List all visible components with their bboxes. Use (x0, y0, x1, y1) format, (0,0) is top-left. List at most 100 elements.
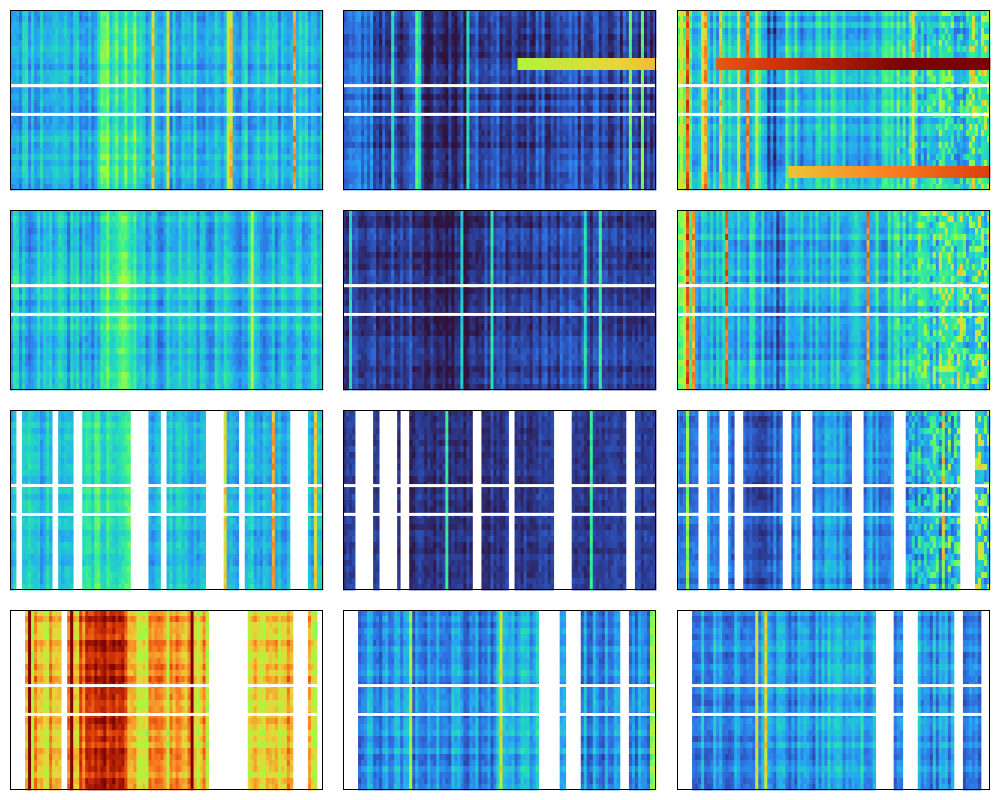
heatmap-cell (34, 70, 37, 76)
heatmap-cell (109, 22, 112, 28)
heatmap-cell (112, 70, 115, 76)
heatmap-cell (43, 88, 46, 94)
heatmap-cell (46, 40, 49, 46)
heatmap-cell (82, 106, 85, 112)
heatmap-cell (91, 52, 94, 58)
heatmap-cell (142, 58, 145, 64)
heatmap-cell (52, 52, 55, 58)
heatmap-cell (67, 118, 70, 124)
heatmap-cell (46, 70, 49, 76)
heatmap-cell (43, 64, 46, 70)
heatmap-cell (112, 34, 115, 40)
heatmap-cell (25, 118, 28, 124)
heatmap-cell (136, 142, 139, 148)
heatmap-cell (31, 46, 34, 52)
heatmap-cell (46, 148, 49, 154)
heatmap-cell (37, 22, 40, 28)
heatmap-cell (112, 58, 115, 64)
heatmap-cell (118, 118, 121, 124)
heatmap-cell (67, 70, 70, 76)
heatmap-cell (31, 28, 34, 34)
heatmap-cell (130, 136, 133, 142)
heatmap-cell (43, 34, 46, 40)
heatmap-cell (49, 166, 52, 172)
heatmap-cell (40, 58, 43, 64)
heatmap-cell (136, 130, 139, 136)
heatmap-cell (31, 52, 34, 58)
heatmap-cell (145, 46, 148, 52)
heatmap-cell (100, 64, 103, 70)
heatmap-cell (124, 136, 127, 142)
heatmap-cell (43, 22, 46, 28)
heatmap-cell (112, 52, 115, 58)
heatmap-cell (55, 136, 58, 142)
heatmap-cell (31, 94, 34, 100)
heatmap-cell (142, 178, 145, 184)
heatmap-cell (106, 136, 109, 142)
heatmap-cell (88, 130, 91, 136)
heatmap-cell (25, 106, 28, 112)
heatmap-cell (16, 46, 19, 52)
heatmap-cell (127, 76, 130, 82)
heatmap-cell (55, 130, 58, 136)
heatmap-cell (82, 100, 85, 106)
heatmap-cell (40, 166, 43, 172)
heatmap-cell (46, 178, 49, 184)
heatmap-cell (43, 124, 46, 130)
heatmap-cell (28, 16, 31, 22)
heatmap-cell (118, 46, 121, 52)
heatmap-cell (88, 22, 91, 28)
heatmap-cell (61, 130, 64, 136)
heatmap-cell (67, 100, 70, 106)
heatmap-cell (43, 46, 46, 52)
heatmap-cell (88, 76, 91, 82)
heatmap-cell (115, 160, 118, 166)
heatmap-cell (64, 22, 67, 28)
heatmap-cell (22, 178, 25, 184)
heatmap-cell (19, 46, 22, 52)
heatmap-cell (52, 94, 55, 100)
heatmap-cell (91, 106, 94, 112)
heatmap-cell (109, 148, 112, 154)
heatmap-cell (25, 160, 28, 166)
heatmap-cell (28, 178, 31, 184)
heatmap-cell (64, 100, 67, 106)
heatmap-cell (67, 106, 70, 112)
heatmap-cell (97, 58, 100, 64)
heatmap-cell (25, 70, 28, 76)
heatmap-cell (46, 34, 49, 40)
heatmap-cell (91, 94, 94, 100)
heatmap-cell (34, 166, 37, 172)
heatmap-cell (13, 94, 16, 100)
heatmap-cell (112, 172, 115, 178)
heatmap-cell (121, 130, 124, 136)
heatmap-cell (55, 172, 58, 178)
heatmap-cell (76, 58, 79, 64)
heatmap-cell (58, 70, 61, 76)
heatmap-cell (88, 88, 91, 94)
heatmap-cell (73, 172, 76, 178)
heatmap-cell (139, 130, 142, 136)
heatmap-cell (79, 124, 82, 130)
heatmap-cell (130, 148, 133, 154)
heatmap-cell (91, 46, 94, 52)
heatmap-cell (46, 118, 49, 124)
heatmap-cell (16, 64, 19, 70)
heatmap-cell (103, 148, 106, 154)
heatmap-cell (49, 88, 52, 94)
heatmap-cell (40, 160, 43, 166)
heatmap-cell (106, 172, 109, 178)
heatmap-cell (43, 154, 46, 160)
heatmap-cell (115, 136, 118, 142)
heatmap-cell (52, 70, 55, 76)
heatmap-cell (121, 70, 124, 76)
heatmap-cell (121, 166, 124, 172)
heatmap-cell (94, 160, 97, 166)
heatmap-cell (130, 124, 133, 130)
heatmap-cell (76, 100, 79, 106)
heatmap-cell (46, 16, 49, 22)
heatmap-cell (49, 94, 52, 100)
heatmap-cell (100, 22, 103, 28)
heatmap-cell (82, 28, 85, 34)
heatmap-cell (22, 136, 25, 142)
